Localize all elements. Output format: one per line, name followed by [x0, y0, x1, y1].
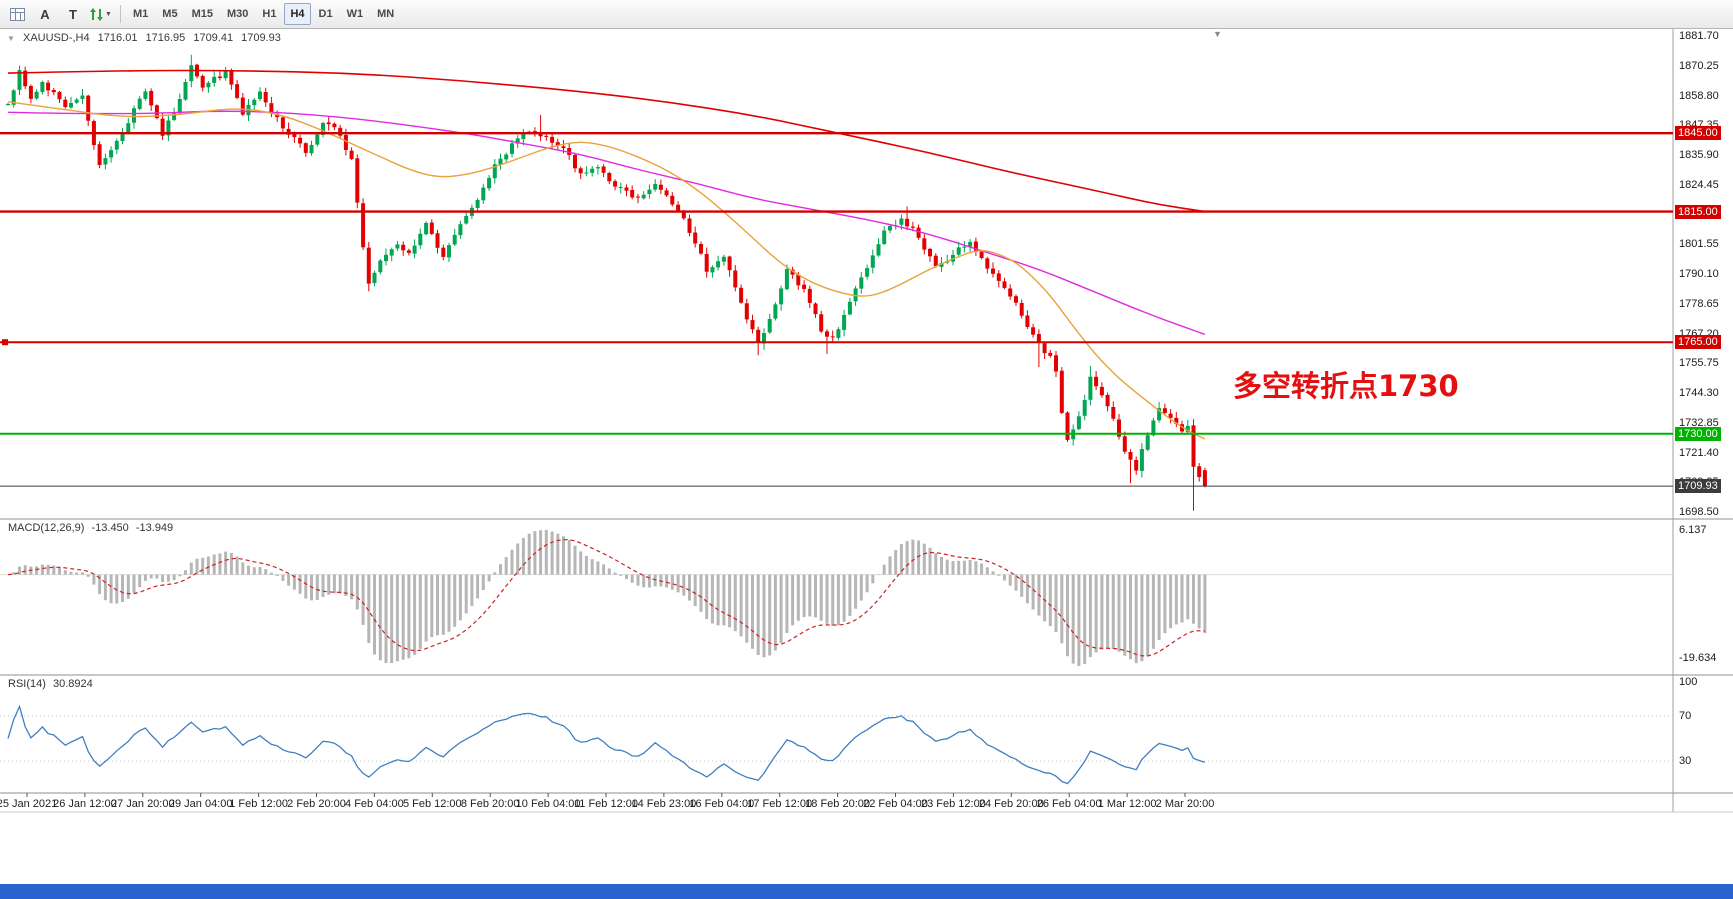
macd-axis-max: 6.137 [1679, 524, 1707, 536]
timeframe-m1-button[interactable]: M1 [133, 8, 149, 20]
price-tick-label: 1858.80 [1679, 89, 1719, 102]
ohlc-close: 1709.93 [241, 32, 281, 44]
date-tick-label: 29 Jan 04:00 [168, 798, 233, 810]
date-tick-label: 16 Feb 04:00 [689, 798, 755, 810]
macd-name: MACD(12,26,9) [8, 522, 85, 534]
ohlc-open: 1716.01 [97, 32, 138, 44]
price-tick-label: 1835.90 [1679, 149, 1719, 161]
timeframe-d1-button[interactable]: D1 [318, 8, 333, 20]
ohlc-high: 1716.95 [145, 32, 186, 44]
line-handle[interactable] [2, 339, 8, 346]
level-price-badge: 1730.00 [1675, 426, 1721, 441]
toolbar-separator [120, 5, 121, 23]
level-price-badge: 1815.00 [1675, 204, 1721, 219]
price-tick-label: 1881.70 [1679, 30, 1719, 42]
moving-average-ma-mid [7, 110, 1206, 336]
text-label-button[interactable]: A [32, 2, 58, 26]
date-tick-label: 2 Feb 20:00 [287, 798, 346, 810]
cycle-arrows-icon [90, 7, 104, 21]
timeframe-group: M1 M5 M15 M30 H1 H4 D1 W1 MN [126, 0, 401, 28]
timeframe-w1-button[interactable]: W1 [346, 8, 364, 20]
price-tick-label: 1721.40 [1679, 446, 1719, 459]
timeframe-m5-button[interactable]: M5 [162, 8, 178, 20]
rsi-axis-label: 30 [1679, 755, 1692, 768]
price-tick-label: 1824.45 [1679, 178, 1719, 191]
bid-price-badge: 1709.93 [1675, 479, 1721, 494]
cycle-arrows-button[interactable]: ▼ [88, 2, 114, 26]
rsi-axis-label: 70 [1679, 709, 1692, 722]
price-tick-label: 1744.30 [1679, 387, 1719, 399]
timeframe-h4-button[interactable]: H4 [284, 3, 311, 25]
macd-axis-min: -19.634 [1679, 652, 1717, 664]
annotation-text[interactable]: 多空转折点1730 [1233, 369, 1459, 403]
moving-average-ma-fast [7, 101, 1206, 440]
rsi-axis-label: 100 [1679, 676, 1698, 688]
date-tick-label: 10 Feb 04:00 [515, 798, 581, 810]
date-tick-label: 24 Feb 20:00 [978, 798, 1044, 810]
price-tick-label: 1870.25 [1679, 59, 1719, 72]
timeframe-m30-button[interactable]: M30 [226, 8, 249, 20]
date-tick-label: 14 Feb 23:00 [631, 798, 697, 810]
candlestick-series [6, 54, 1207, 511]
price-tick-label: 1755.75 [1679, 357, 1719, 370]
date-tick-label: 18 Feb 20:00 [805, 798, 871, 810]
timeframe-m15-button[interactable]: M15 [191, 8, 213, 20]
type-tool-glyph: T [69, 6, 77, 22]
macd-pane-label: MACD(12,26,9) -13.450 -13.949 [8, 522, 177, 534]
type-tool-button[interactable]: T [60, 2, 86, 26]
chart-shift-marker-icon[interactable]: ▼ [1213, 29, 1222, 39]
price-tick-label: 1790.10 [1679, 268, 1719, 280]
rsi-pane-label: RSI(14) 30.8924 [8, 678, 97, 690]
date-tick-label: 26 Feb 04:00 [1036, 798, 1102, 810]
date-tick-label: 25 Jan 2021 [0, 798, 58, 810]
macd-value-main: -13.450 [91, 522, 129, 534]
date-tick-label: 23 Feb 12:00 [920, 798, 986, 810]
price-tick-label: 1778.65 [1679, 297, 1719, 310]
date-tick-label: 17 Feb 12:00 [747, 798, 813, 810]
grid-icon [9, 7, 25, 21]
date-tick-label: 1 Feb 12:00 [229, 798, 288, 810]
macd-signal-line [7, 538, 1205, 657]
ohlc-low: 1709.41 [193, 32, 234, 44]
date-tick-label: 26 Jan 12:00 [53, 798, 117, 810]
price-tick-label: 1698.50 [1679, 506, 1719, 518]
rsi-value: 30.8924 [52, 678, 93, 690]
macd-histogram [12, 530, 1207, 666]
date-tick-label: 2 Mar 20:00 [1155, 798, 1215, 810]
timeframe-h1-button[interactable]: H1 [262, 8, 277, 20]
symbol-period-label: XAUUSD-,H4 [22, 32, 90, 44]
date-tick-label: 8 Feb 20:00 [460, 798, 520, 810]
date-tick-label: 1 Mar 12:00 [1097, 798, 1157, 810]
price-tick-label: 1732.85 [1679, 416, 1719, 429]
toolbar: A T ▼ M1 M5 M15 M30 H1 H4 D1 W1 MN [0, 0, 1733, 29]
date-tick-label: 22 Feb 04:00 [863, 798, 928, 810]
date-tick-label: 27 Jan 20:00 [110, 798, 175, 810]
rsi-name: RSI(14) [8, 678, 46, 690]
timeframe-mn-button[interactable]: MN [377, 8, 395, 20]
text-label-glyph: A [40, 6, 50, 22]
chevron-down-icon: ▼ [105, 10, 112, 18]
taskbar-strip [0, 884, 1733, 899]
level-price-badge: 1765.00 [1675, 335, 1721, 350]
date-tick-label: 5 Feb 12:00 [402, 798, 462, 810]
moving-average-ma-slow [7, 69, 1206, 213]
rsi-line [7, 704, 1206, 785]
date-tick-label: 11 Feb 12:00 [573, 798, 639, 810]
macd-value-signal: -13.949 [135, 522, 174, 534]
collapse-triangle-icon[interactable]: ▼ [7, 34, 15, 43]
market-watch-grid-button[interactable] [4, 2, 30, 26]
chart-ohlc-header: ▼ XAUUSD-,H4 1716.01 1716.95 1709.41 170… [7, 32, 286, 44]
price-tick-label: 1801.55 [1679, 238, 1719, 251]
date-tick-label: 4 Feb 04:00 [345, 798, 404, 810]
level-price-badge: 1845.00 [1675, 126, 1721, 141]
